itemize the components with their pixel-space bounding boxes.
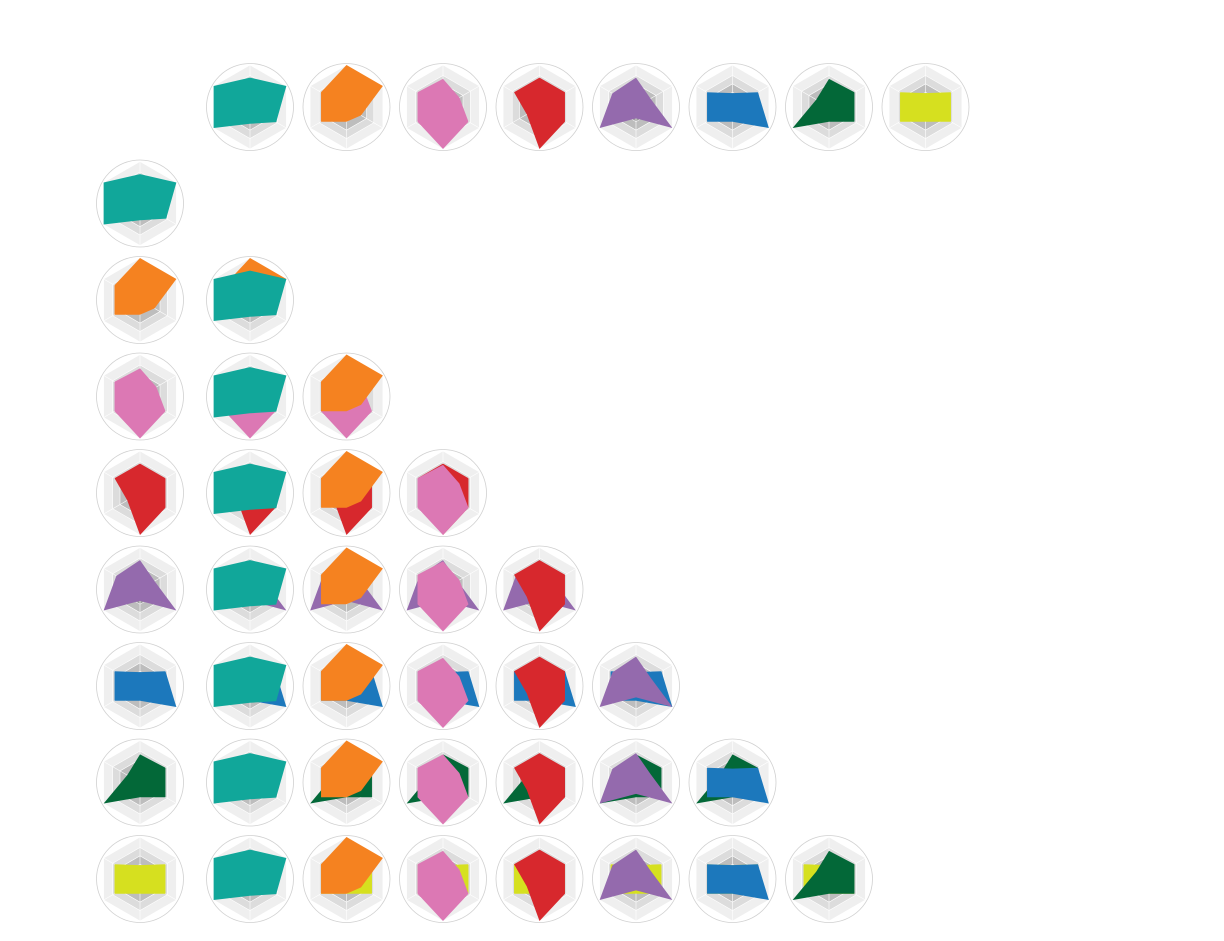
radar-cell xyxy=(399,642,487,730)
radar-cell xyxy=(302,835,391,923)
series-area xyxy=(417,464,469,535)
series-area xyxy=(792,850,855,900)
series-area xyxy=(514,753,565,825)
radar-cell xyxy=(495,642,584,730)
series-area xyxy=(321,644,383,701)
series-area xyxy=(514,656,565,728)
series-area xyxy=(599,849,673,900)
series-area xyxy=(599,656,673,707)
series-area xyxy=(417,78,469,149)
radar-cell xyxy=(785,835,873,923)
radar-cell xyxy=(399,63,487,151)
radar-cell xyxy=(96,642,184,730)
series-area xyxy=(321,547,383,605)
radar-cell xyxy=(881,63,970,151)
series-area xyxy=(514,849,565,921)
series-area xyxy=(321,65,383,122)
series-area xyxy=(792,78,855,128)
radar-cell xyxy=(206,738,294,827)
series-area xyxy=(213,463,287,514)
radar-cell xyxy=(495,545,584,634)
series-area xyxy=(321,451,383,508)
series-area xyxy=(417,657,469,728)
series-area xyxy=(103,560,177,611)
radar-cell xyxy=(96,159,184,248)
radar-cell xyxy=(206,256,294,344)
radar-cell xyxy=(302,449,391,537)
series-area xyxy=(103,754,166,804)
radar-cell xyxy=(206,352,294,441)
series-area xyxy=(417,561,469,632)
series-area xyxy=(900,92,951,122)
radar-cell xyxy=(592,738,680,827)
series-area xyxy=(514,77,565,149)
series-area xyxy=(213,270,287,321)
series-area xyxy=(707,864,769,900)
series-area xyxy=(213,77,287,128)
series-area xyxy=(213,753,287,804)
series-area xyxy=(103,174,177,225)
series-area xyxy=(213,367,287,418)
series-area xyxy=(599,77,673,128)
radar-cell xyxy=(302,642,391,730)
radar-cell xyxy=(785,63,873,151)
radar-cell xyxy=(399,545,487,634)
radar-cell xyxy=(206,545,294,634)
series-area xyxy=(417,754,469,825)
series-area xyxy=(321,837,383,894)
series-area xyxy=(321,740,383,798)
series-area xyxy=(321,354,383,412)
radar-cell xyxy=(96,545,184,634)
series-area xyxy=(707,92,769,128)
radar-cell xyxy=(206,63,294,151)
series-area xyxy=(514,560,565,632)
radar-cell xyxy=(399,738,487,827)
radar-cell xyxy=(96,738,184,827)
radar-cell xyxy=(206,835,294,923)
series-area xyxy=(114,864,166,894)
series-area xyxy=(707,767,769,804)
radar-cell xyxy=(592,835,680,923)
radar-cell xyxy=(495,835,584,923)
series-area xyxy=(599,753,673,804)
radar-cell xyxy=(399,449,487,537)
radar-cell xyxy=(688,835,777,923)
radar-cell xyxy=(206,449,294,537)
radar-cell xyxy=(688,63,777,151)
series-area xyxy=(114,368,166,439)
series-area xyxy=(213,656,287,707)
radar-cell xyxy=(592,63,680,151)
radar-cell xyxy=(302,545,391,634)
radar-cell xyxy=(96,835,184,923)
series-area xyxy=(114,463,166,535)
series-area xyxy=(114,258,177,315)
series-area xyxy=(114,671,177,707)
radar-cell xyxy=(302,352,391,441)
radar-cell xyxy=(495,738,584,827)
radar-cell xyxy=(96,256,184,344)
series-area xyxy=(213,849,287,900)
radar-cell xyxy=(302,63,391,151)
radar-cell xyxy=(302,738,391,827)
radar-cell xyxy=(592,642,680,730)
radar-cell xyxy=(96,352,184,441)
series-area xyxy=(417,850,469,921)
radar-cell xyxy=(206,642,294,730)
radar-cell xyxy=(495,63,584,151)
radar-cell xyxy=(688,738,777,827)
series-area xyxy=(213,560,287,611)
radar-cell xyxy=(399,835,487,923)
radar-cell xyxy=(96,449,184,537)
